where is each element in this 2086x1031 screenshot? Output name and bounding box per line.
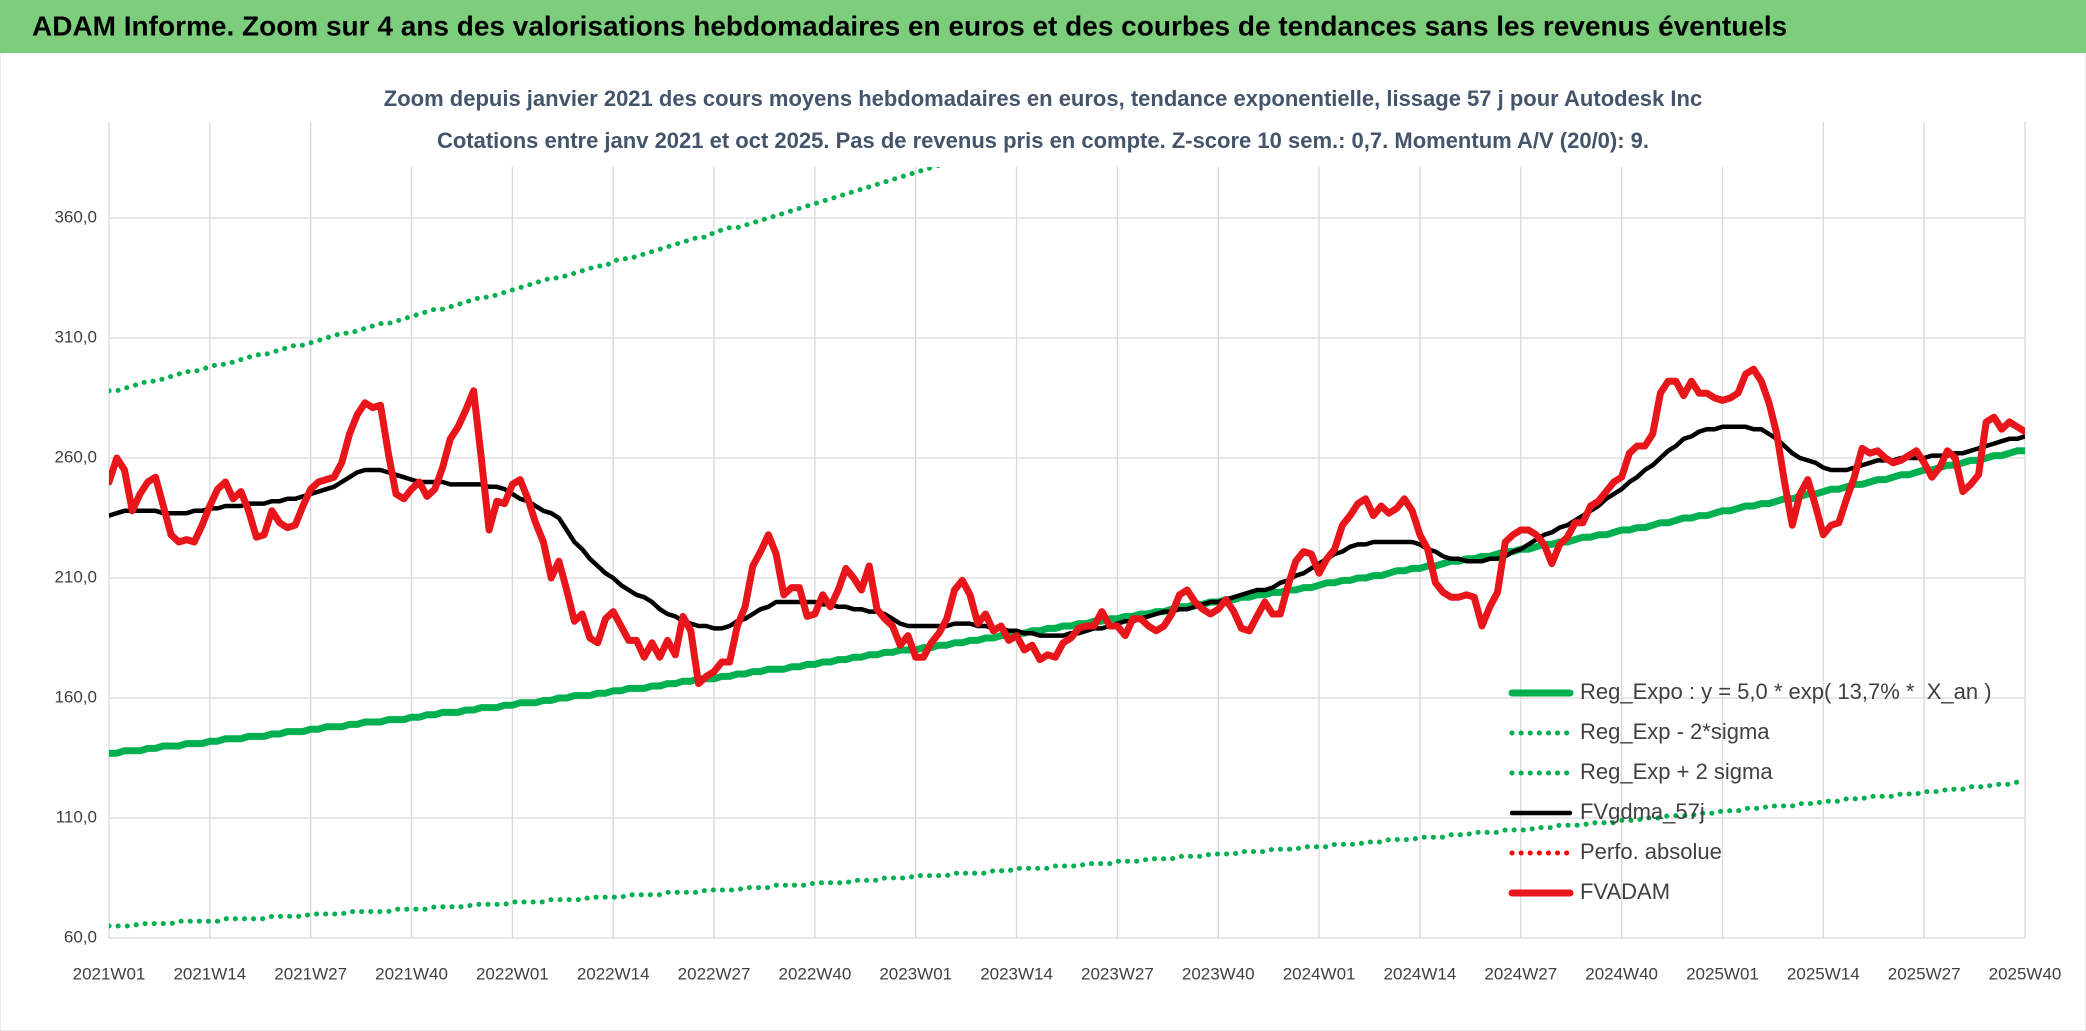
title-box <box>330 75 1750 167</box>
y-tick-label: 110,0 <box>56 807 97 826</box>
legend-label: Perfo. absolue <box>1580 839 1722 864</box>
x-tick-label: 2022W14 <box>577 964 650 983</box>
grid: 60,0 110,0 160,0 210,0 260,0 310,0 360,0 2021W0… <box>54 122 2061 983</box>
legend: Reg_Expo : y = 5,0 * exp( 13,7% * X_an )… <box>1508 679 1992 904</box>
series-line <box>109 447 2025 757</box>
x-tick-label: 2021W14 <box>173 964 246 983</box>
series-line <box>109 779 2025 929</box>
legend-label: FVgdma_57j <box>1580 799 1705 824</box>
x-tick-label: 2025W14 <box>1787 964 1860 983</box>
x-tick-label: 2024W14 <box>1384 964 1457 983</box>
y-tick-label: 260,0 <box>54 447 97 466</box>
x-tick-label: 2025W40 <box>1989 964 2062 983</box>
x-tick-label: 2025W27 <box>1888 964 1961 983</box>
y-tick-label: 160,0 <box>54 687 97 706</box>
chart-subtitle: Cotations entre janv 2021 et oct 2025. P… <box>437 128 1649 153</box>
title-bar <box>0 0 2086 53</box>
chart-title: Zoom depuis janvier 2021 des cours moyen… <box>384 86 1702 111</box>
legend-label: Reg_Expo : y = 5,0 * exp( 13,7% * X_an ) <box>1580 679 1992 704</box>
x-tick-label: 2023W40 <box>1182 964 1255 983</box>
x-tick-label: 2021W27 <box>274 964 347 983</box>
y-tick-label: 60,0 <box>64 927 97 946</box>
x-tick-label: 2024W40 <box>1585 964 1658 983</box>
x-tick-label: 2024W01 <box>1283 964 1356 983</box>
x-tick-label: 2022W40 <box>779 964 852 983</box>
page-title: ADAM Informe. Zoom sur 4 ans des valoris… <box>32 10 1787 41</box>
x-tick-label: 2023W14 <box>980 964 1053 983</box>
legend-label: FVADAM <box>1580 879 1670 904</box>
x-tick-label: 2022W27 <box>678 964 751 983</box>
series-line <box>109 424 2025 638</box>
legend-label: Reg_Exp + 2 sigma <box>1580 759 1773 784</box>
x-tick-label: 2021W40 <box>375 964 448 983</box>
y-tick-label: 210,0 <box>54 567 97 586</box>
legend-label: Reg_Exp - 2*sigma <box>1580 719 1770 744</box>
x-tick-label: 2023W01 <box>879 964 952 983</box>
x-tick-label: 2021W01 <box>73 964 146 983</box>
x-tick-label: 2023W27 <box>1081 964 1154 983</box>
y-tick-label: 360,0 <box>54 207 97 226</box>
x-tick-label: 2022W01 <box>476 964 549 983</box>
x-tick-label: 2024W27 <box>1484 964 1557 983</box>
series-line <box>109 365 2025 688</box>
x-tick-label: 2025W01 <box>1686 964 1759 983</box>
y-tick-label: 310,0 <box>54 327 97 346</box>
